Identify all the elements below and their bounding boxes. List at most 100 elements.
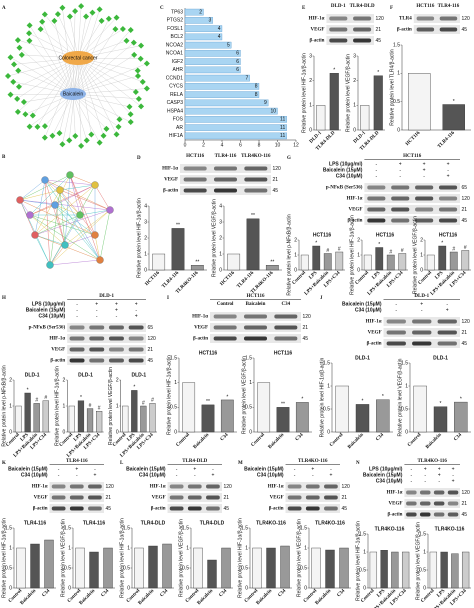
treatment-sign: + <box>452 478 455 484</box>
node <box>83 13 90 20</box>
node <box>54 11 61 18</box>
blot-strip <box>326 14 374 23</box>
value-label: 11 <box>280 133 285 139</box>
panel-letter: F <box>390 6 393 11</box>
category-label: CCND1 <box>166 75 183 81</box>
node <box>113 14 120 21</box>
band <box>415 196 434 201</box>
treatment-sign: + <box>399 161 402 167</box>
node <box>26 22 33 29</box>
edge <box>42 21 74 95</box>
band <box>244 177 268 182</box>
edge <box>72 54 135 95</box>
y-tick-label: 0 <box>116 429 119 435</box>
bar <box>103 547 113 589</box>
y-tick-label: 0 <box>144 267 147 273</box>
blot-title: TLR4KO-116 <box>298 459 328 464</box>
node <box>126 103 133 110</box>
blot-strip <box>364 216 460 225</box>
chart-title: TLR4KO-116 <box>375 526 405 532</box>
value-label: 6 <box>236 51 239 57</box>
band <box>412 319 432 324</box>
y-tick-label: 0 <box>420 267 423 273</box>
treatment-sign: - <box>424 478 426 484</box>
bar <box>184 83 260 90</box>
node <box>11 61 18 68</box>
bar <box>184 91 260 98</box>
band <box>416 27 435 32</box>
treatment-sign: + <box>447 161 450 167</box>
edge <box>54 204 96 236</box>
y-tick-label: 1.5 <box>359 531 366 537</box>
band <box>128 347 144 352</box>
treatment-sign: - <box>212 466 214 472</box>
node <box>34 123 41 130</box>
kda-label: 45 <box>342 506 348 512</box>
bar <box>329 73 339 131</box>
band <box>108 358 124 363</box>
hub <box>60 88 86 100</box>
row-label: HIF-1α <box>387 491 403 496</box>
treatment-sign: + <box>446 307 449 313</box>
y-axis-label: Relative protein level VEGF/β-actin <box>345 54 351 132</box>
y-tick-label: 2 <box>357 237 360 243</box>
y-tick-label: 0 <box>327 429 330 435</box>
bar <box>360 105 370 131</box>
y-tick-label: 1 <box>127 545 130 551</box>
edge <box>72 9 100 95</box>
band <box>274 325 298 330</box>
treatment-sign: + <box>424 466 427 472</box>
node <box>143 85 150 92</box>
edge <box>72 93 100 143</box>
category-label: CYCS <box>169 84 184 90</box>
y-tick-label: 1.5 <box>300 525 307 531</box>
band <box>305 484 320 489</box>
node <box>41 176 49 184</box>
kda-label: 45 <box>462 341 468 347</box>
y-tick-label: 0 <box>174 429 177 435</box>
row-label: β-actin <box>367 342 382 347</box>
band <box>213 177 238 182</box>
treatment-label: Baicalein (15μM) <box>244 466 284 472</box>
y-axis-label: Relative protein level p-NFκB/β-actin <box>1 365 7 446</box>
bar <box>184 8 204 16</box>
chart-title: HCT116 <box>199 350 218 356</box>
value-label: 6 <box>236 59 239 65</box>
panel-letter: N <box>356 461 360 466</box>
node <box>78 3 85 10</box>
bar <box>15 405 22 433</box>
treatment-label: C34 (10μM) <box>376 478 403 484</box>
kda-label: 45 <box>148 358 154 364</box>
bar <box>363 254 372 271</box>
edge <box>29 174 71 216</box>
category-label: HIF1A <box>169 133 184 139</box>
bar <box>184 17 213 24</box>
band <box>213 336 237 341</box>
bar <box>461 250 470 271</box>
panel-letter: J <box>320 296 323 301</box>
band <box>353 27 372 32</box>
kda-label: 120 <box>106 484 115 490</box>
significance: * <box>333 68 335 74</box>
node <box>72 132 79 139</box>
bar <box>265 265 279 271</box>
y-tick-label: 1 <box>245 545 248 551</box>
treatment-sign: - <box>96 313 98 319</box>
band <box>433 501 445 506</box>
band <box>324 495 338 500</box>
edge <box>77 57 136 93</box>
band <box>386 341 406 346</box>
bar <box>408 73 431 131</box>
panel-letter: G <box>287 156 291 161</box>
band <box>89 325 105 330</box>
band <box>183 188 207 193</box>
row-label: VEGF <box>152 496 166 501</box>
treatment-sign: + <box>75 466 78 472</box>
blot-strip <box>67 345 146 354</box>
node <box>131 51 138 58</box>
edge <box>77 17 117 59</box>
edge <box>77 57 120 120</box>
x-tick-label: Control <box>6 432 22 448</box>
kda-label: 45 <box>462 27 468 33</box>
chart-title: DLD-1 <box>78 372 93 378</box>
